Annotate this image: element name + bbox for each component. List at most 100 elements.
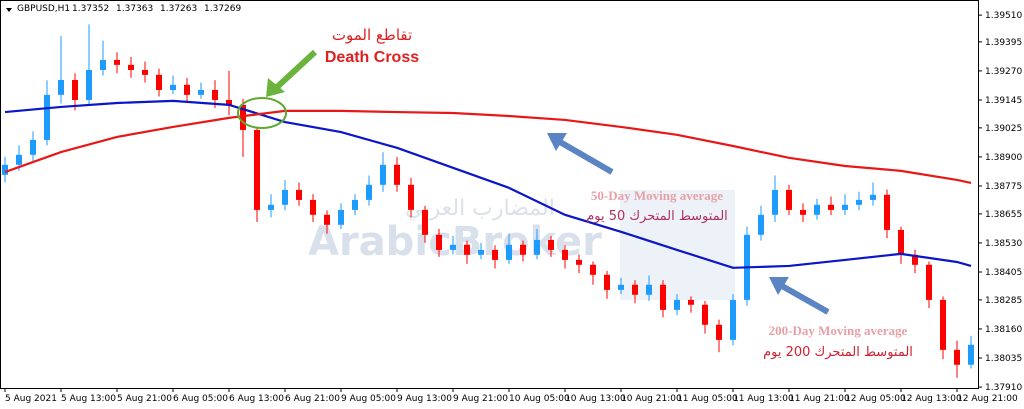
candle-body	[478, 249, 484, 255]
candle-body	[198, 89, 204, 95]
candle-body	[730, 299, 736, 340]
candle-body	[268, 204, 274, 210]
candle-body	[156, 74, 162, 90]
blue-arrow-shaft	[780, 283, 830, 315]
candle-body	[506, 244, 512, 260]
x-tick-label: 11 Aug 13:00	[733, 394, 794, 404]
candle-body	[884, 194, 890, 230]
candle-body	[590, 264, 596, 275]
x-tick-label: 10 Aug 13:00	[565, 394, 626, 404]
candle-body	[352, 199, 358, 210]
x-tick-label: 9 Aug 05:00	[341, 394, 396, 404]
candle-body	[660, 284, 666, 310]
x-tick-label: 6 Aug 21:00	[285, 394, 340, 404]
green-arrow-shaft	[273, 49, 318, 91]
candle-body	[646, 284, 652, 295]
candle-body	[44, 94, 50, 140]
candle-body	[800, 209, 806, 215]
y-tick-label: 1.39270	[985, 67, 1022, 77]
candle-body	[926, 264, 932, 300]
candle-body	[408, 184, 414, 210]
blue-arrow-head	[547, 133, 567, 151]
symbol: GBPUSD,H1	[17, 4, 70, 14]
candle-body	[86, 69, 92, 100]
candle-body	[338, 209, 344, 225]
candle-body	[618, 284, 624, 290]
candle-body	[324, 214, 330, 225]
x-tick-label: 12 Aug 05:00	[845, 394, 906, 404]
x-tick-label: 11 Aug 21:00	[789, 394, 850, 404]
candle-body	[100, 59, 106, 70]
candle-body	[604, 274, 610, 290]
candle-body	[674, 299, 680, 310]
candle-body	[870, 194, 876, 200]
quote-value: 1.37363	[116, 4, 153, 14]
ma50-label-en: 50-Day Moving average	[591, 188, 723, 203]
y-tick-label: 1.38530	[985, 239, 1022, 249]
y-tick-label: 1.38900	[985, 153, 1022, 163]
candle-body	[128, 64, 134, 70]
ma200-label-en: 200-Day Moving average	[769, 323, 908, 338]
candle-body	[254, 129, 260, 210]
candle-body	[450, 244, 456, 250]
ma50-label-ar: المتوسط المتحرك 50 يوم	[586, 209, 728, 224]
watermark-ar: المضارب العربي	[405, 196, 555, 221]
candle-body	[548, 239, 554, 250]
y-tick-label: 1.38285	[985, 296, 1022, 306]
watermark-logo	[620, 190, 735, 300]
candle-body	[954, 349, 960, 365]
death-cross-ar: تقاطع الموت	[332, 26, 412, 44]
candle-body	[758, 214, 764, 235]
candle-body	[786, 189, 792, 210]
candle-body	[576, 259, 582, 265]
quote-value: 1.37263	[160, 4, 197, 14]
candle-body	[912, 254, 918, 265]
candle-body	[16, 154, 22, 165]
moving-average	[4, 99, 972, 269]
candle-body	[212, 89, 218, 100]
candle-body	[702, 304, 708, 325]
candle-body	[170, 84, 176, 90]
x-tick-label: 9 Aug 21:00	[453, 394, 508, 404]
x-tick-label: 5 Aug 2021	[5, 394, 57, 404]
candle-body	[226, 99, 232, 105]
plot-frame	[0, 0, 979, 389]
y-tick-label: 1.38035	[985, 354, 1022, 364]
candle-body	[394, 164, 400, 185]
blue-arrow-head	[769, 277, 789, 295]
x-tick-label: 6 Aug 05:00	[173, 394, 228, 404]
candle-body	[534, 239, 540, 255]
candle-body	[114, 59, 120, 65]
y-tick-label: 1.39025	[985, 124, 1022, 134]
candle-body	[632, 284, 638, 295]
cross-circle	[237, 97, 287, 129]
candle-body	[240, 104, 246, 130]
candle-body	[366, 184, 372, 200]
x-tick-label: 5 Aug 21:00	[117, 394, 172, 404]
candle-body	[520, 244, 526, 255]
candle-body	[856, 199, 862, 205]
x-tick-label: 12 Aug 21:00	[957, 394, 1018, 404]
green-arrow-head	[266, 78, 285, 97]
y-tick-label: 1.38160	[985, 325, 1022, 335]
x-tick-label: 11 Aug 05:00	[677, 394, 738, 404]
x-tick-label: 10 Aug 05:00	[509, 394, 570, 404]
y-tick-label: 1.38775	[985, 182, 1022, 192]
x-tick-label: 10 Aug 21:00	[621, 394, 682, 404]
y-tick-label: 1.37910	[985, 383, 1022, 393]
quote-value: 1.37269	[204, 4, 241, 14]
x-tick-label: 5 Aug 13:00	[61, 394, 116, 404]
candle-body	[72, 79, 78, 100]
candle-body	[716, 324, 722, 340]
candle-body	[772, 189, 778, 215]
ma200-label-ar: المتوسط المتحرك 200 يوم	[763, 345, 913, 360]
x-tick-label: 9 Aug 13:00	[397, 394, 452, 404]
quote-value: 1.37352	[72, 4, 109, 14]
blue-arrow-shaft	[558, 139, 614, 175]
candle-body	[940, 299, 946, 350]
candle-body	[184, 84, 190, 95]
candle-body	[814, 204, 820, 215]
candle-body	[464, 244, 470, 255]
